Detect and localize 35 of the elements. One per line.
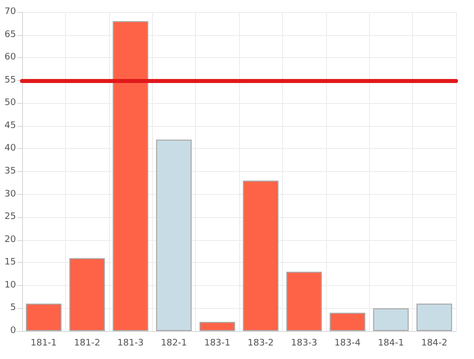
- x-tick-label: 182-1: [160, 338, 187, 348]
- y-tick-label: 40: [4, 144, 16, 154]
- bar: [112, 21, 148, 331]
- y-tick-label: 30: [4, 189, 16, 200]
- x-tick-label: 183-1: [204, 338, 230, 348]
- bar: [330, 312, 366, 331]
- bar: [69, 258, 105, 331]
- x-tick-label: 184-1: [378, 338, 404, 348]
- y-tick-label: 45: [4, 120, 16, 131]
- y-tick-label: 60: [4, 52, 16, 63]
- y-tick-label: 10: [4, 280, 16, 290]
- bar: [200, 322, 236, 331]
- y-tick-label: 50: [4, 98, 16, 108]
- y-tick-label: 5: [10, 303, 16, 314]
- bar: [416, 304, 452, 331]
- bar: [373, 308, 409, 331]
- y-tick-label: 55: [4, 75, 16, 86]
- x-tick-label: 183-4: [334, 338, 361, 348]
- x-tick-label: 181-2: [74, 338, 100, 348]
- y-tick-label: 65: [4, 30, 16, 40]
- y-tick-label: 25: [4, 212, 16, 222]
- y-tick-label: 0: [10, 326, 16, 336]
- y-tick-label: 70: [4, 7, 16, 17]
- x-tick-label: 183-2: [248, 338, 274, 348]
- bar: [286, 272, 322, 331]
- y-tick-label: 20: [4, 234, 16, 245]
- bar: [242, 180, 278, 331]
- x-tick-label: 184-2: [421, 338, 448, 348]
- x-tick-label: 181-3: [117, 338, 144, 348]
- x-tick-label: 181-1: [30, 338, 57, 348]
- x-tick-label: 183-3: [291, 338, 318, 348]
- y-tick-label: 35: [4, 166, 16, 176]
- bar: [26, 304, 62, 331]
- bar: [156, 140, 192, 331]
- y-tick-label: 15: [4, 258, 16, 268]
